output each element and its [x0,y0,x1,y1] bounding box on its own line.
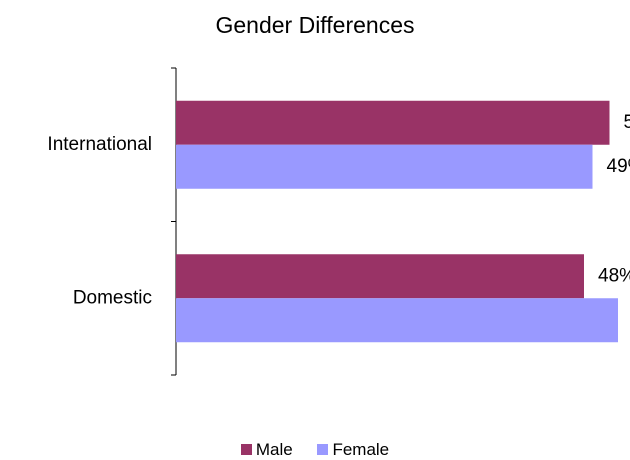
legend-item-male: Male [241,440,293,460]
legend: Male Female [0,440,630,460]
data-label-international-male: 51% [624,112,630,133]
bar-international-female [176,145,593,189]
legend-swatch-male [241,444,252,455]
legend-item-female: Female [317,440,389,460]
legend-label-male: Male [256,440,293,459]
data-label-international-female: 49% [607,156,630,177]
bar-domestic-female [176,298,618,342]
legend-label-female: Female [332,440,389,459]
bar-domestic-male [176,254,584,298]
legend-swatch-female [317,444,328,455]
category-label-international: International [47,134,152,155]
data-label-domestic-male: 48% [598,265,630,286]
category-label-domestic: Domestic [73,287,152,308]
bar-international-male [176,101,610,145]
